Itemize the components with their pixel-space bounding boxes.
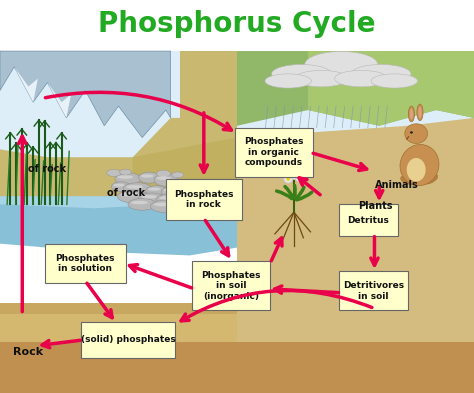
Ellipse shape [178,193,201,204]
FancyBboxPatch shape [339,204,398,236]
Ellipse shape [194,199,223,211]
Polygon shape [308,51,474,126]
Ellipse shape [197,202,214,205]
FancyBboxPatch shape [0,303,474,393]
Ellipse shape [172,172,184,178]
Ellipse shape [198,185,214,189]
FancyBboxPatch shape [0,51,474,196]
Ellipse shape [401,176,417,184]
Ellipse shape [290,171,298,179]
Ellipse shape [146,185,167,195]
Ellipse shape [128,198,156,210]
FancyBboxPatch shape [0,342,474,393]
Ellipse shape [123,183,152,195]
Ellipse shape [118,175,133,179]
Ellipse shape [188,187,210,197]
Text: of rock: of rock [107,187,145,198]
Ellipse shape [141,195,157,198]
Ellipse shape [156,194,185,206]
FancyBboxPatch shape [0,0,474,51]
Ellipse shape [113,184,125,187]
Ellipse shape [292,173,296,177]
Polygon shape [0,196,166,208]
Text: Phosphates
in soil
(inorganic): Phosphates in soil (inorganic) [201,271,261,301]
Ellipse shape [335,70,388,87]
Ellipse shape [138,193,165,204]
Ellipse shape [410,131,413,134]
Ellipse shape [180,195,194,198]
Ellipse shape [141,174,154,178]
Ellipse shape [156,170,171,177]
Ellipse shape [164,189,178,192]
FancyBboxPatch shape [45,244,126,283]
Ellipse shape [138,172,160,183]
Text: (solid) phosphates: (solid) phosphates [81,336,175,344]
Ellipse shape [111,182,130,191]
FancyBboxPatch shape [235,128,313,177]
Ellipse shape [405,124,428,143]
Text: Phosphates
in organic
compounds: Phosphates in organic compounds [244,138,303,167]
FancyBboxPatch shape [192,261,270,310]
Ellipse shape [272,64,331,83]
Ellipse shape [150,200,181,213]
Ellipse shape [115,173,141,185]
Ellipse shape [407,158,426,182]
Polygon shape [0,51,237,196]
Ellipse shape [156,176,171,180]
Text: Phosphates
in rock: Phosphates in rock [174,190,234,209]
Text: Plants: Plants [358,201,392,211]
Polygon shape [14,67,38,102]
Ellipse shape [410,108,413,119]
Ellipse shape [107,169,121,176]
Ellipse shape [161,186,185,197]
FancyBboxPatch shape [81,322,175,358]
Ellipse shape [117,190,148,203]
Ellipse shape [159,196,176,200]
Text: Animals: Animals [374,180,418,190]
Polygon shape [0,196,237,255]
Ellipse shape [265,74,311,88]
Text: Phosphorus Cycle: Phosphorus Cycle [98,9,376,38]
FancyBboxPatch shape [339,271,408,310]
Polygon shape [180,51,474,126]
Text: of rock: of rock [28,164,66,174]
Polygon shape [133,138,237,196]
Text: Rock: Rock [13,347,44,357]
FancyBboxPatch shape [166,179,242,220]
Ellipse shape [298,176,301,180]
Ellipse shape [408,106,414,122]
Polygon shape [237,118,474,342]
Ellipse shape [131,201,148,204]
Ellipse shape [176,201,203,212]
Ellipse shape [284,174,292,183]
Ellipse shape [179,203,195,206]
Ellipse shape [351,64,411,83]
Ellipse shape [191,189,203,193]
Polygon shape [47,83,71,118]
Text: Phosphates
in solution: Phosphates in solution [55,253,115,273]
Ellipse shape [154,174,178,186]
Ellipse shape [154,202,172,206]
Ellipse shape [195,183,221,194]
Ellipse shape [305,51,378,77]
Ellipse shape [418,107,422,118]
Ellipse shape [119,169,131,175]
Ellipse shape [295,70,348,87]
Ellipse shape [120,193,139,196]
Ellipse shape [148,187,161,191]
Ellipse shape [126,185,143,189]
Ellipse shape [417,104,423,121]
Ellipse shape [400,145,439,185]
Ellipse shape [371,74,418,88]
Text: Detritus: Detritus [347,216,390,224]
Text: Detritivores
in soil: Detritivores in soil [343,281,404,301]
Ellipse shape [421,174,438,184]
Ellipse shape [295,173,304,182]
FancyBboxPatch shape [0,314,474,393]
Ellipse shape [286,177,290,181]
Polygon shape [0,51,171,138]
